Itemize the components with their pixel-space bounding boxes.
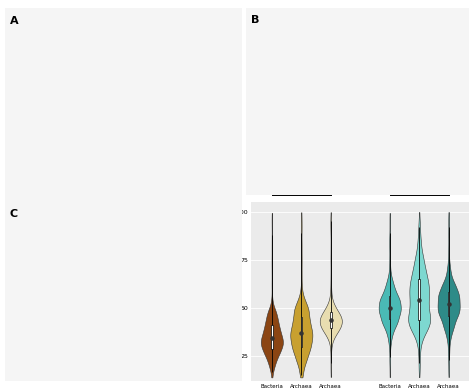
Point	[298, 329, 305, 336]
Text: C: C	[9, 209, 18, 219]
Text: B: B	[251, 15, 259, 25]
Bar	[389, 296, 391, 319]
Bar	[419, 279, 420, 320]
Text: D: D	[212, 170, 221, 180]
Point	[415, 297, 423, 303]
Bar	[330, 312, 331, 328]
Y-axis label: % identity: % identity	[228, 274, 234, 310]
Point	[268, 335, 276, 342]
Text: A: A	[9, 16, 18, 26]
Point	[386, 305, 393, 311]
Text: GyrA: GyrA	[291, 184, 312, 193]
Text: GyrB: GyrB	[409, 184, 429, 193]
Bar	[271, 325, 273, 349]
Bar	[301, 317, 302, 347]
Point	[327, 317, 335, 323]
Point	[445, 301, 452, 307]
Bar	[448, 292, 449, 316]
